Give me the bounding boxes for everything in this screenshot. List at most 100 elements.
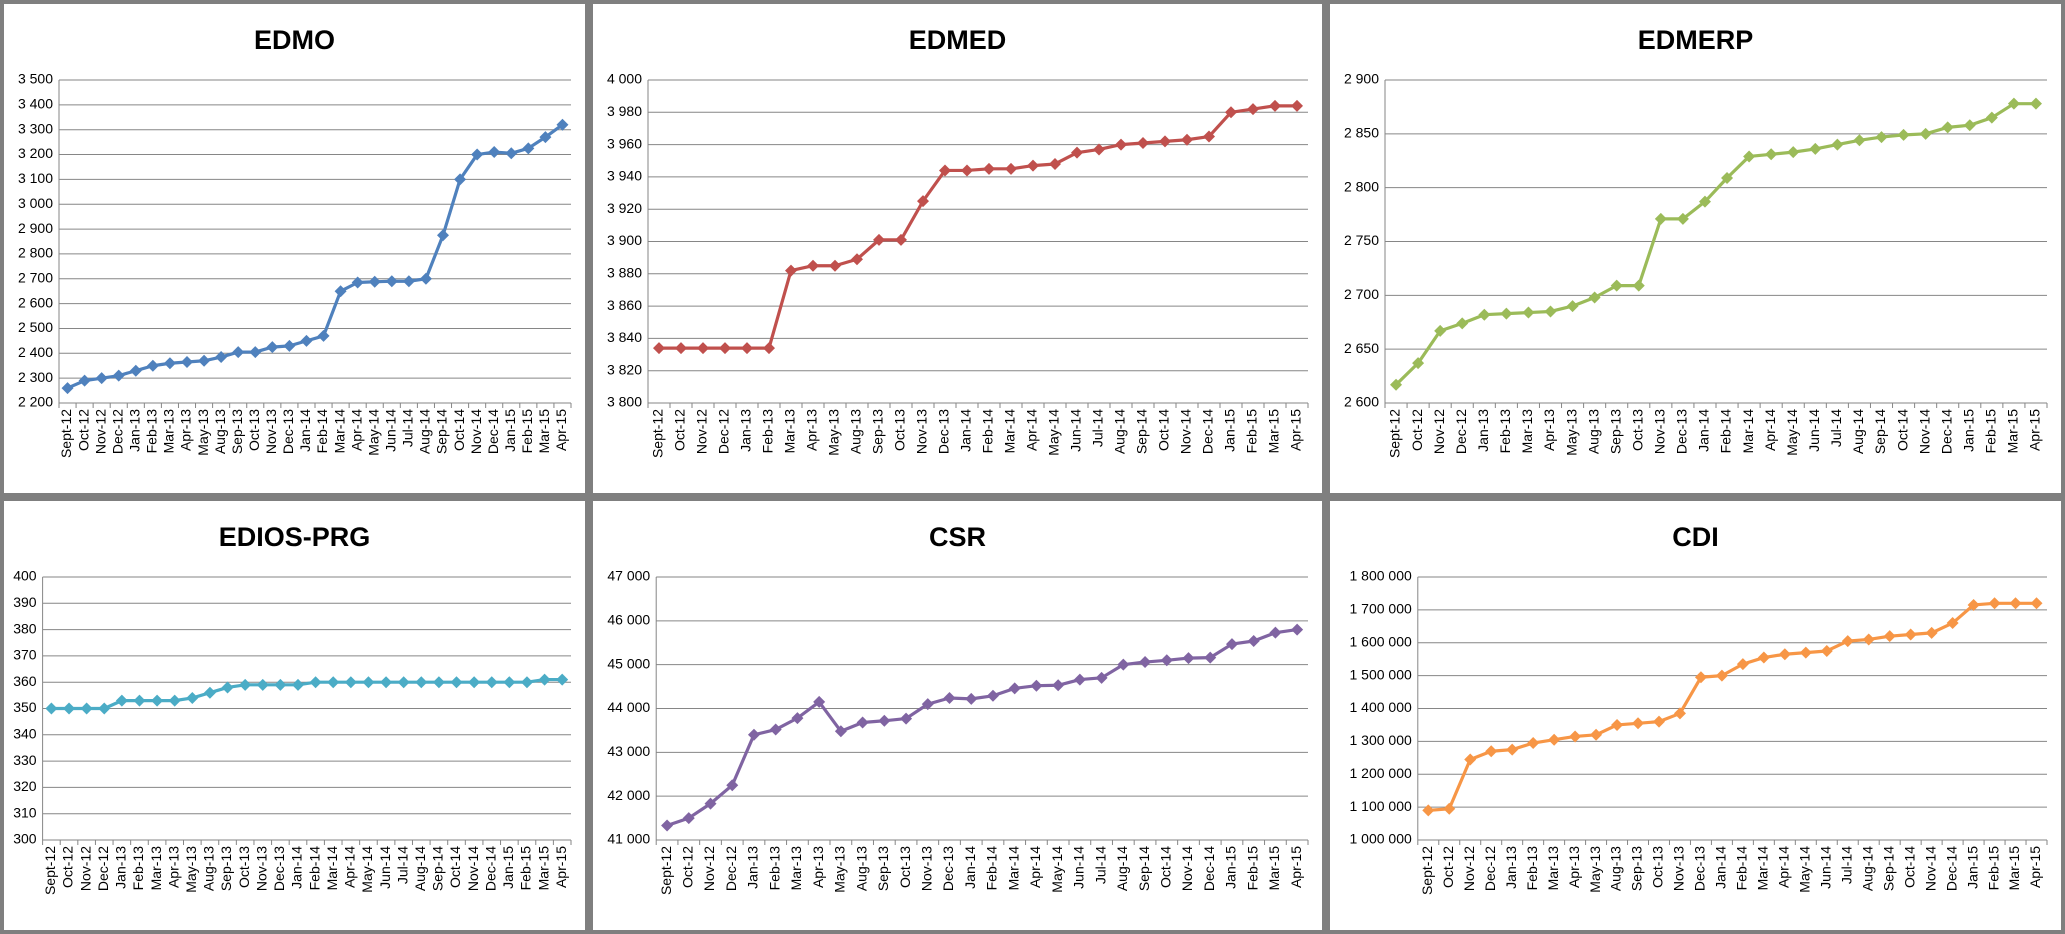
x-tick-label: May-14	[1049, 846, 1065, 893]
x-tick-label: Jul-14	[1092, 846, 1108, 884]
x-tick-label: Aug-13	[1585, 409, 1601, 454]
y-tick-label: 1 000 000	[1350, 831, 1412, 847]
x-tick-label: Jan-14	[958, 409, 974, 452]
y-tick-label: 2 700	[18, 269, 53, 285]
data-point	[61, 382, 74, 395]
data-point	[813, 695, 826, 708]
data-point	[1904, 628, 1917, 641]
x-tick-label: Apr-13	[804, 409, 820, 451]
y-tick-label: 4 000	[607, 71, 642, 87]
x-tick-label: Sep-14	[430, 846, 446, 891]
chart-panel: CSR 41 000 42 000 43 000 44 000 45 000 46 000 4…	[607, 522, 1309, 895]
data-point	[653, 342, 665, 355]
data-point	[351, 276, 364, 289]
y-tick-label: 300	[13, 831, 37, 847]
x-tick-label: Jan-15	[1964, 846, 1980, 889]
data-point	[697, 342, 709, 355]
data-point	[283, 339, 296, 352]
data-point	[1569, 730, 1582, 743]
y-tick-label: 3 000	[18, 195, 53, 211]
y-tick-label: 44 000	[607, 699, 650, 715]
y-tick-label: 46 000	[607, 612, 650, 628]
x-tick-label: Dec-14	[1201, 846, 1217, 891]
chart-title: EDMO	[254, 25, 335, 55]
data-point	[1204, 651, 1217, 664]
y-tick-label: 2 700	[1344, 286, 1379, 302]
x-tick-label: Aug-13	[848, 409, 864, 454]
data-point	[317, 329, 330, 342]
chart-panel: EDMERP 2 600 2 650 2 700 2 750 2 800 2 850 2 90…	[1344, 25, 2048, 458]
x-tick-label: Jul-14	[1090, 409, 1106, 447]
data-point	[807, 259, 819, 272]
data-point	[78, 374, 91, 387]
data-point	[741, 342, 753, 355]
panel-border	[1326, 0, 2065, 497]
data-point	[80, 702, 93, 715]
x-tick-label: Feb-13	[760, 409, 776, 454]
y-tick-label: 3 820	[607, 361, 642, 377]
data-point	[1610, 279, 1623, 292]
x-tick-label: Apr-15	[553, 409, 569, 451]
x-tick-label: Sep-13	[870, 409, 886, 454]
data-point	[168, 694, 181, 707]
y-tick-label: 2 600	[18, 294, 53, 310]
data-point	[112, 369, 125, 382]
data-point	[468, 676, 481, 689]
data-point	[1967, 598, 1980, 611]
y-tick-label: 3 880	[607, 265, 642, 281]
data-point	[829, 259, 841, 272]
x-tick-label: Oct-14	[451, 409, 467, 451]
data-point	[726, 779, 739, 792]
chart-title: EDMED	[909, 25, 1007, 55]
x-tick-label: Apr-15	[2027, 846, 2043, 888]
chart-title: EDMERP	[1638, 25, 1754, 55]
x-tick-label: Apr-15	[2027, 409, 2043, 451]
x-tick-label: Oct-13	[897, 846, 913, 888]
data-point	[538, 673, 551, 686]
data-point	[1464, 753, 1477, 766]
data-point	[2009, 597, 2022, 610]
x-tick-label: Mar-15	[1266, 846, 1282, 891]
data-point	[1566, 300, 1579, 313]
x-tick-label: Nov-13	[914, 409, 930, 454]
data-point	[256, 678, 269, 691]
x-tick-label: Feb-14	[314, 409, 330, 454]
data-point	[1925, 626, 1938, 639]
data-point	[1478, 308, 1491, 321]
y-tick-label: 2 750	[1344, 232, 1379, 248]
x-tick-label: Oct-14	[1901, 846, 1917, 888]
y-tick-label: 360	[13, 673, 37, 689]
x-tick-label: Apr-13	[178, 409, 194, 451]
x-tick-label: Nov-12	[1461, 846, 1477, 891]
data-point	[368, 275, 381, 288]
x-tick-label: May-14	[1797, 846, 1813, 893]
x-tick-label: Jan-15	[1223, 846, 1239, 889]
x-tick-label: Dec-14	[485, 409, 501, 454]
x-tick-label: May-13	[1563, 409, 1579, 456]
x-tick-label: Jan-15	[1960, 409, 1976, 452]
y-tick-label: 1 200 000	[1350, 765, 1412, 781]
data-point	[873, 233, 885, 246]
data-point	[943, 691, 956, 704]
x-tick-label: May-13	[195, 409, 211, 456]
x-tick-label: Jan-15	[502, 409, 518, 452]
y-tick-label: 1 300 000	[1350, 732, 1412, 748]
data-point	[1698, 195, 1711, 208]
data-point	[747, 728, 760, 741]
x-tick-label: Sept-12	[1387, 409, 1403, 458]
x-tick-label: Dec-14	[1200, 409, 1216, 454]
y-tick-label: 3 980	[607, 103, 642, 119]
data-point	[133, 694, 146, 707]
x-tick-label: Sep-14	[1136, 846, 1152, 891]
x-tick-label: Sep-13	[229, 409, 245, 454]
data-point	[1073, 673, 1086, 686]
data-point	[1225, 106, 1237, 119]
x-tick-label: Feb-14	[984, 846, 1000, 891]
data-point	[1743, 150, 1756, 163]
data-point	[1820, 644, 1833, 657]
x-tick-label: Apr-15	[1288, 846, 1304, 888]
data-point	[471, 148, 484, 161]
data-point	[1765, 148, 1778, 161]
data-point	[1897, 128, 1910, 141]
x-tick-label: May-14	[1046, 409, 1062, 456]
